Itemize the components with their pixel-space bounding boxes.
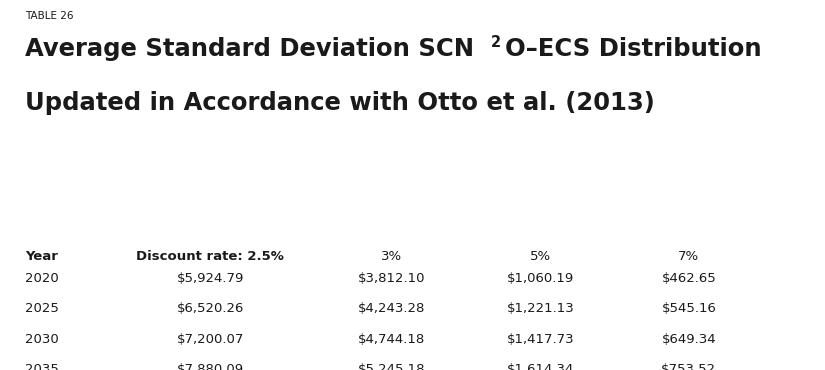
Text: 7%: 7% — [678, 250, 700, 263]
Text: $1,614.34: $1,614.34 — [507, 363, 574, 370]
Text: Discount rate: 2.5%: Discount rate: 2.5% — [136, 250, 285, 263]
Text: TABLE 26: TABLE 26 — [25, 11, 73, 21]
Text: $3,812.10: $3,812.10 — [358, 272, 426, 285]
Text: $4,744.18: $4,744.18 — [358, 333, 426, 346]
Text: 2035: 2035 — [25, 363, 59, 370]
Text: $1,417.73: $1,417.73 — [507, 333, 574, 346]
Text: 2030: 2030 — [25, 333, 59, 346]
Text: $5,245.18: $5,245.18 — [358, 363, 426, 370]
Text: 3%: 3% — [381, 250, 403, 263]
Text: $4,243.28: $4,243.28 — [358, 302, 426, 315]
Text: $545.16: $545.16 — [662, 302, 716, 315]
Text: $5,924.79: $5,924.79 — [177, 272, 244, 285]
Text: $1,221.13: $1,221.13 — [507, 302, 574, 315]
Text: 2020: 2020 — [25, 272, 59, 285]
Text: Average Standard Deviation SCN: Average Standard Deviation SCN — [25, 37, 474, 61]
Text: $753.52: $753.52 — [662, 363, 716, 370]
Text: 2: 2 — [491, 35, 501, 50]
Text: Updated in Accordance with Otto et al. (2013): Updated in Accordance with Otto et al. (… — [25, 91, 654, 115]
Text: $1,060.19: $1,060.19 — [507, 272, 574, 285]
Text: 2025: 2025 — [25, 302, 59, 315]
Text: $462.65: $462.65 — [662, 272, 716, 285]
Text: O–ECS Distribution: O–ECS Distribution — [505, 37, 761, 61]
Text: Year: Year — [25, 250, 58, 263]
Text: $649.34: $649.34 — [662, 333, 716, 346]
Text: 5%: 5% — [530, 250, 551, 263]
Text: $7,880.09: $7,880.09 — [177, 363, 244, 370]
Text: $6,520.26: $6,520.26 — [177, 302, 244, 315]
Text: $7,200.07: $7,200.07 — [177, 333, 244, 346]
